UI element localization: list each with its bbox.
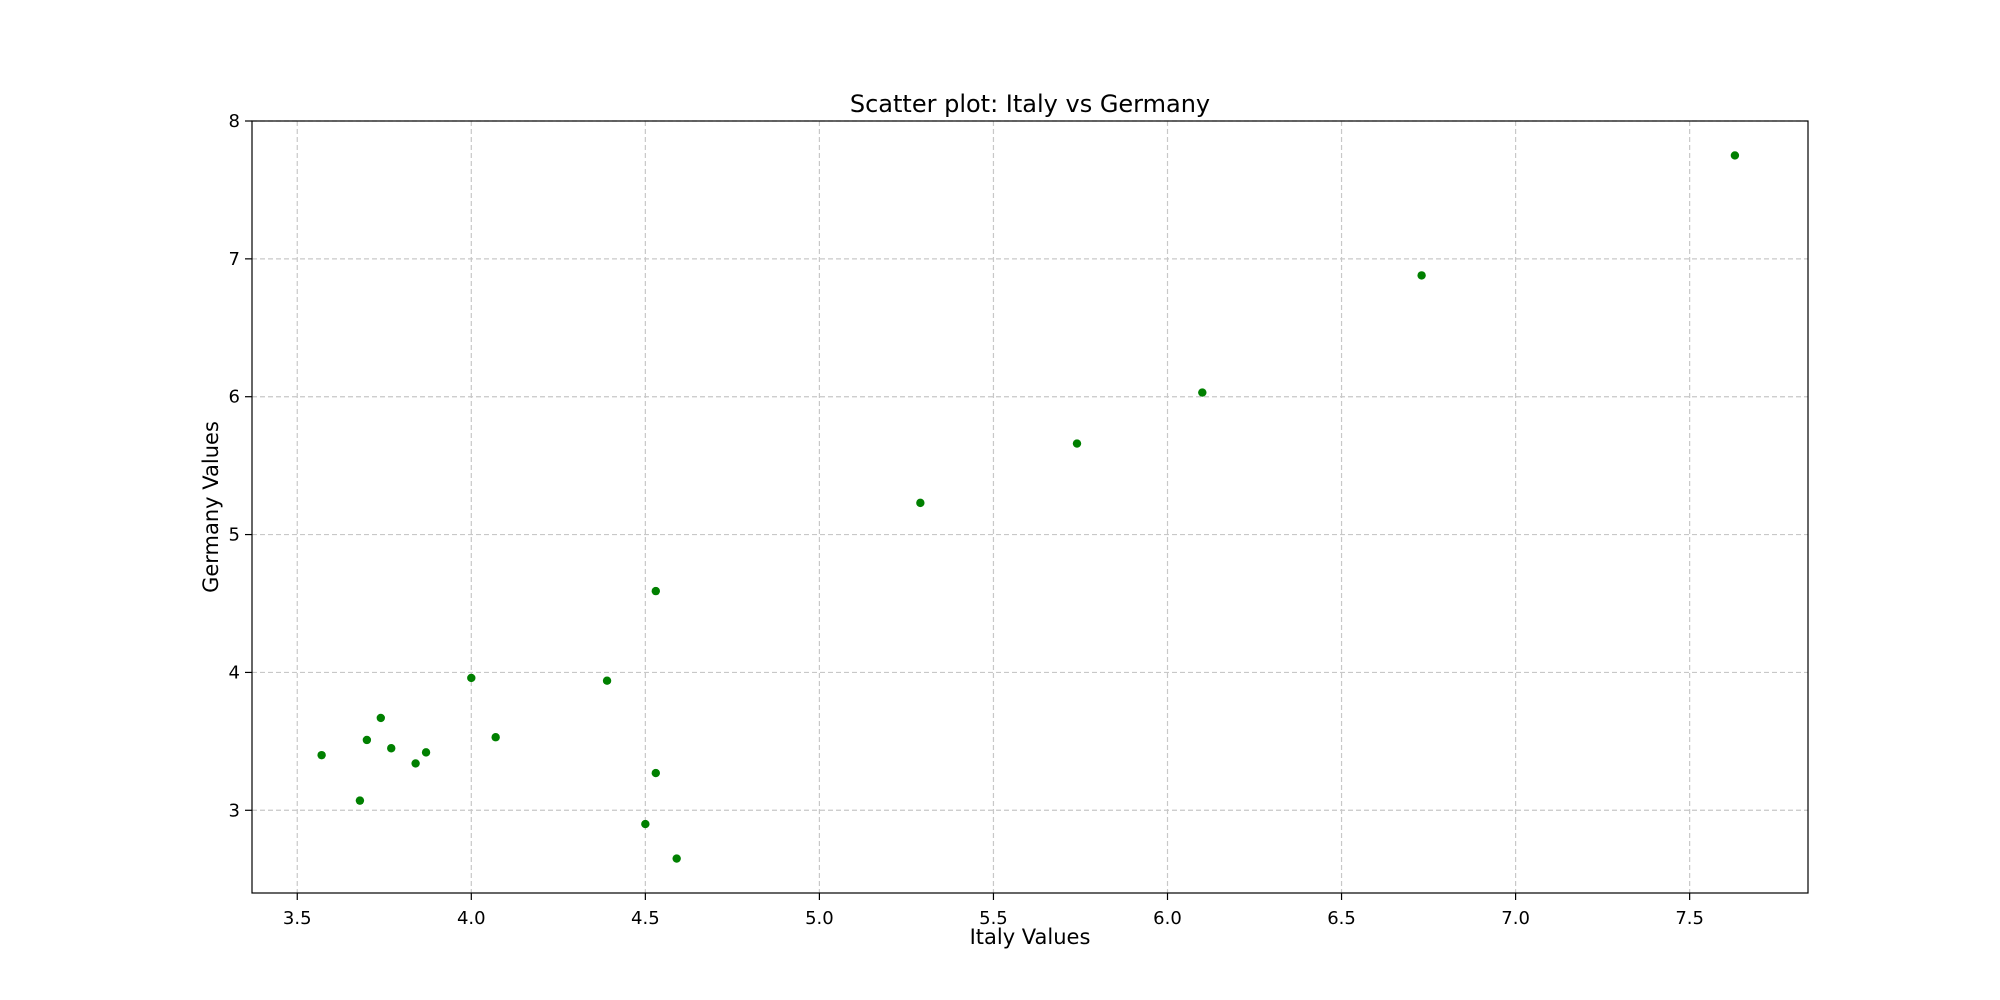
y-tick-label: 7: [229, 249, 240, 270]
y-tick-label: 5: [229, 525, 240, 546]
data-point: [411, 759, 420, 768]
data-point: [641, 819, 650, 829]
x-axis-ticks: 3.5 4.0 4.5 5.0 5.5 6.0 6.5 7.0 7.5: [283, 893, 1704, 929]
data-point: [317, 750, 326, 760]
data-point: [672, 854, 681, 863]
data-point: [355, 796, 365, 805]
data-point: [376, 713, 385, 723]
chart-title: Scatter plot: Italy vs Germany: [850, 90, 1210, 118]
x-tick-label: 5.5: [979, 908, 1008, 929]
data-points: [317, 151, 1740, 863]
data-point: [602, 676, 612, 685]
data-point: [651, 768, 660, 778]
x-tick-label: 5.0: [805, 908, 834, 929]
x-tick-label: 6.5: [1327, 908, 1356, 929]
data-point: [916, 498, 925, 508]
data-point: [491, 733, 500, 742]
y-axis-ticks: 3 4 5 6 7 8: [229, 111, 252, 821]
x-tick-label: 3.5: [283, 908, 312, 929]
data-point: [1198, 388, 1207, 397]
x-tick-label: 7.0: [1501, 908, 1530, 929]
x-tick-label: 7.5: [1675, 908, 1704, 929]
data-point: [387, 744, 396, 753]
x-axis-label: Italy Values: [970, 925, 1091, 949]
y-tick-label: 4: [229, 662, 240, 683]
x-tick-label: 4.5: [631, 908, 660, 929]
data-point: [421, 748, 431, 757]
data-point: [1730, 151, 1740, 160]
plot-area-frame: [251, 120, 1809, 894]
data-point: [467, 673, 476, 683]
x-tick-label: 6.0: [1153, 908, 1182, 929]
data-point: [1417, 271, 1426, 280]
data-point: [651, 586, 660, 596]
data-point: [1072, 439, 1082, 448]
grid: [252, 120, 1808, 893]
y-tick-label: 6: [229, 387, 240, 408]
y-axis-label: Germany Values: [199, 421, 223, 593]
y-tick-label: 3: [229, 800, 240, 821]
x-tick-label: 4.0: [457, 908, 486, 929]
data-point: [362, 735, 372, 745]
y-tick-label: 8: [229, 111, 240, 132]
